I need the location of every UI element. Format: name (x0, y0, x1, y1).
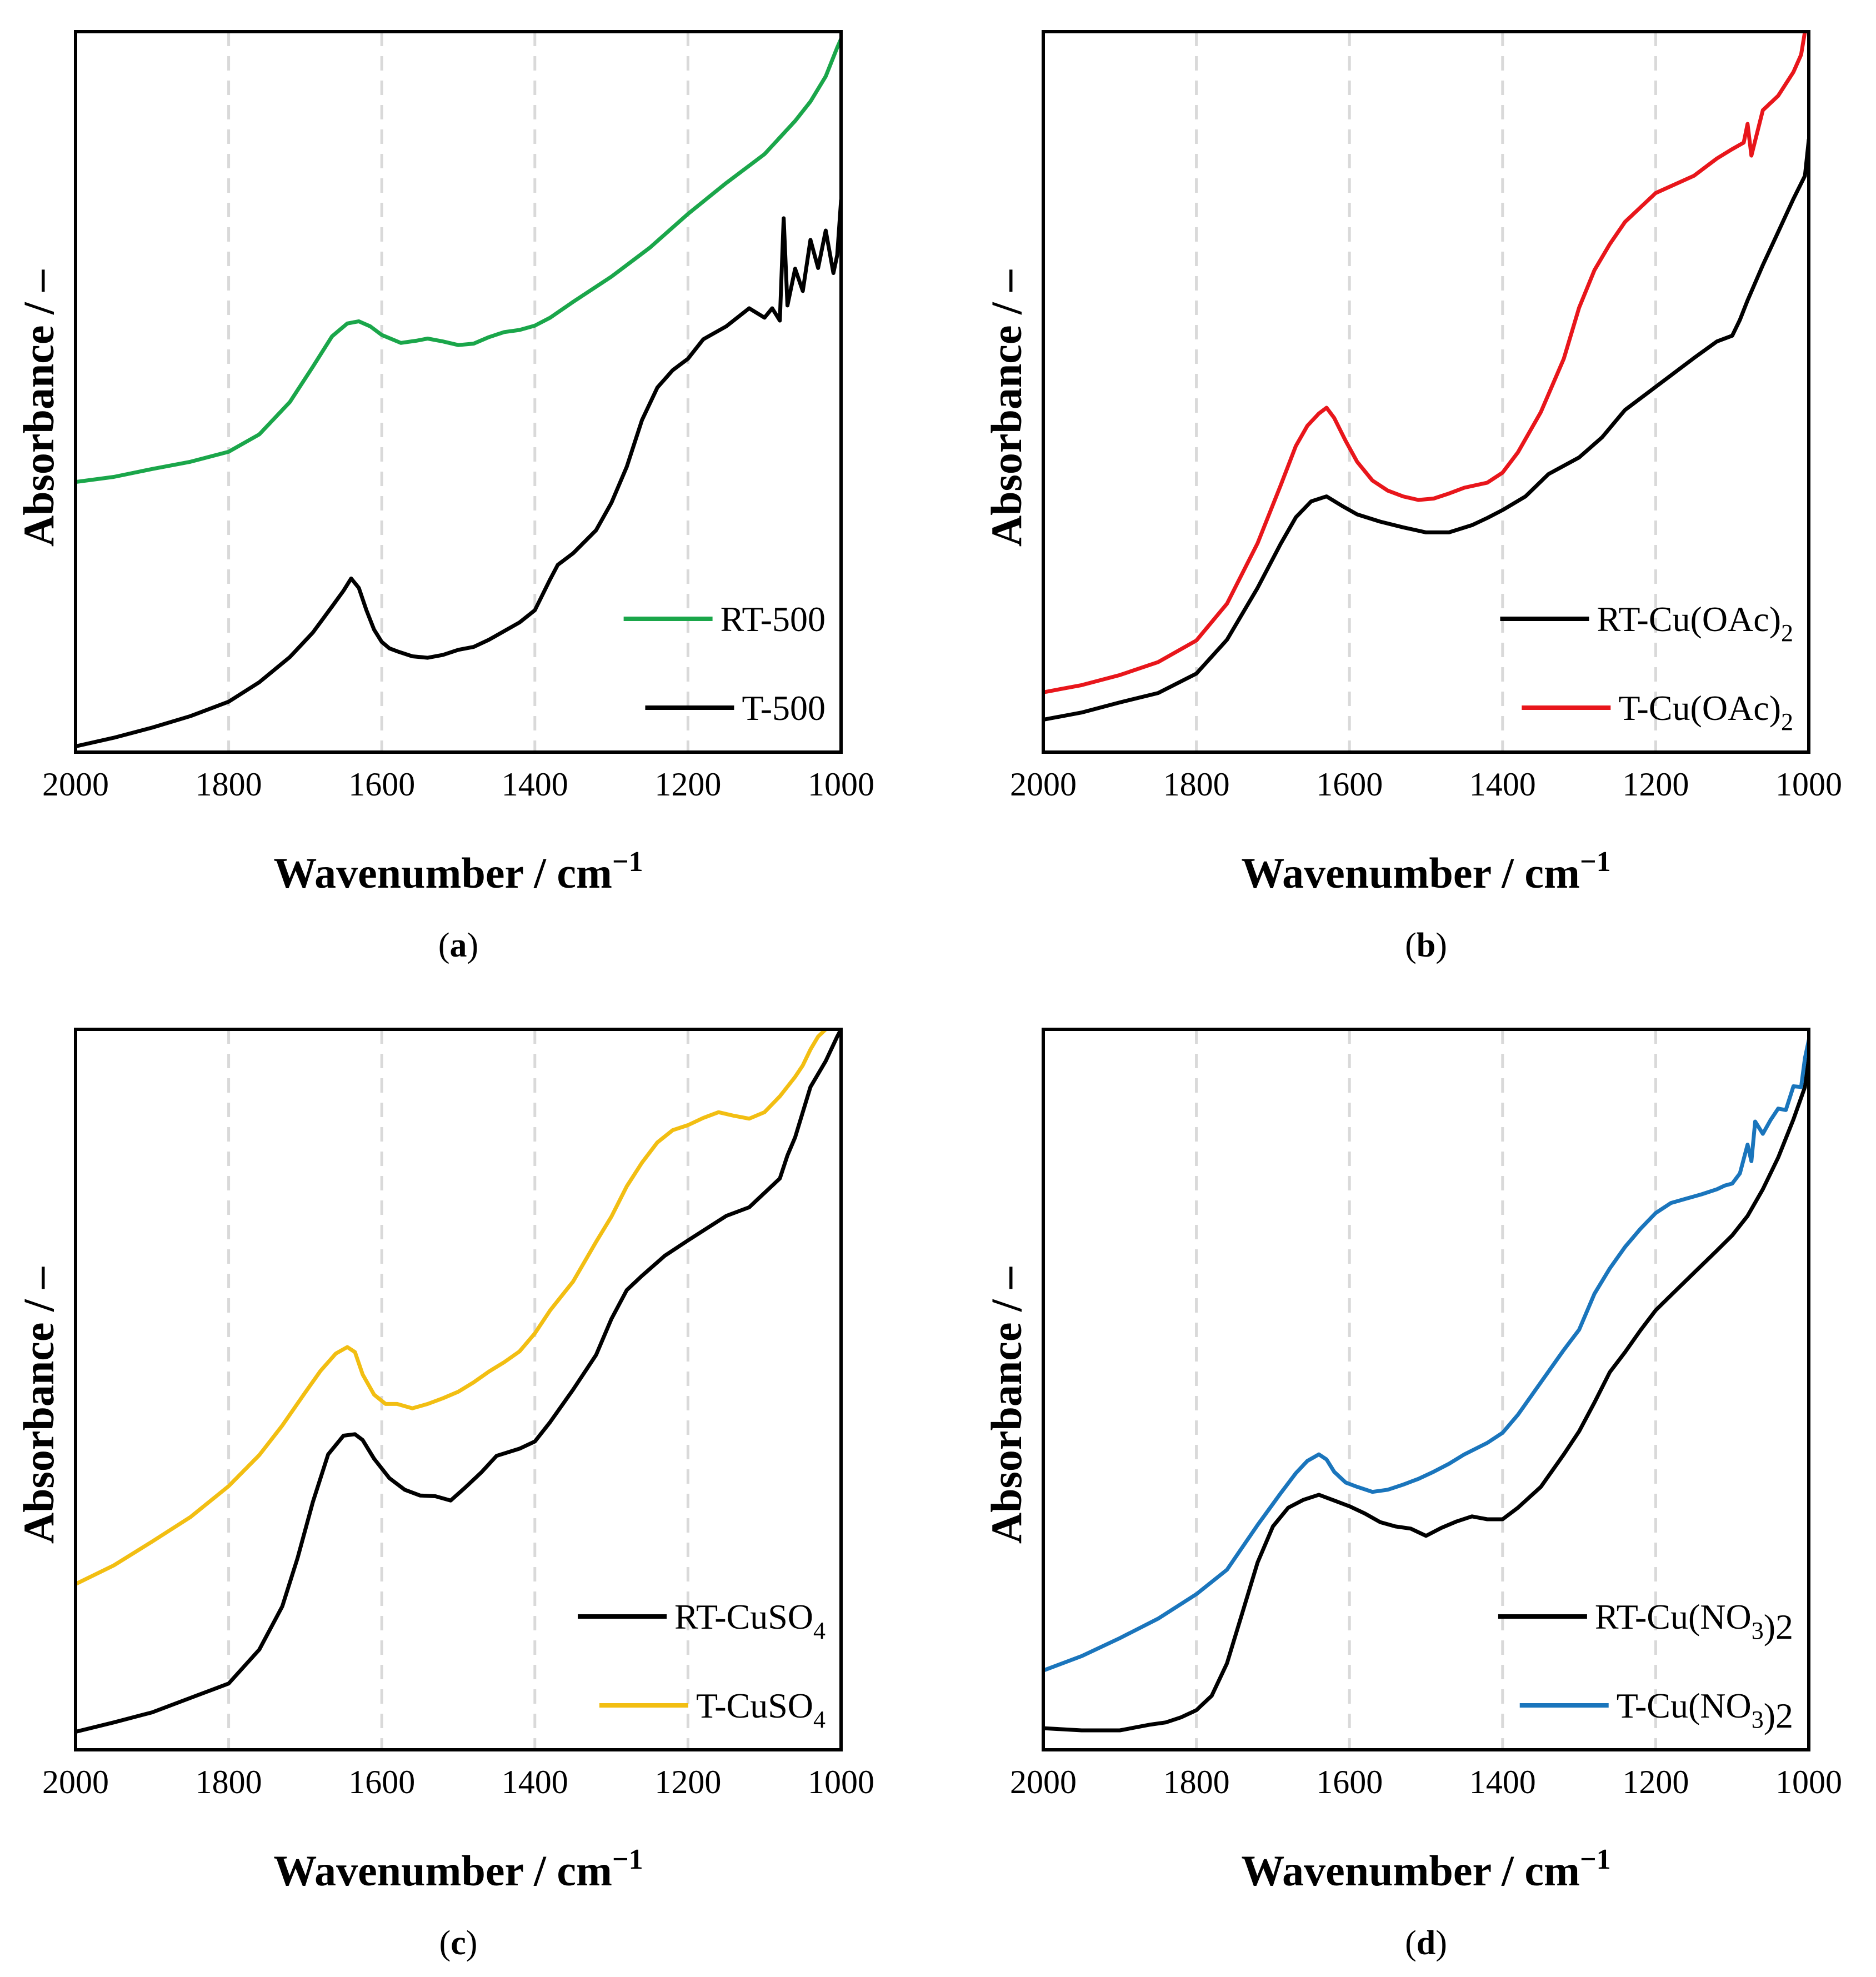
x-axis-title: Wavenumber / cm−1 (1241, 846, 1610, 897)
y-axis-title: Absorbance / – (982, 1267, 1030, 1544)
plot-frame (1042, 1028, 1810, 1751)
x-axis-title: Wavenumber / cm−1 (273, 846, 643, 897)
legend: RT-500 T-500 (623, 599, 826, 728)
x-tick-label: 1200 (1622, 766, 1689, 803)
y-axis-title: Absorbance / – (14, 269, 63, 547)
x-tick-label: 1000 (808, 766, 874, 803)
plot-frame (74, 30, 843, 754)
y-axis-title: Absorbance / – (14, 1267, 63, 1544)
x-tick-label: 1800 (196, 1764, 262, 1800)
x-tick-label: 2000 (1010, 1764, 1077, 1800)
legend-label: T-Cu(OAc)2 (1618, 688, 1793, 735)
x-tick-label: 1800 (1163, 766, 1230, 803)
y-axis-title: Absorbance / – (982, 269, 1030, 547)
legend-label: T-500 (742, 688, 826, 728)
panel-b: Absorbance / – Wavenumber / cm−1 (b) 200… (982, 30, 1842, 964)
legend-label: RT-Cu(OAc)2 (1597, 599, 1793, 647)
panel-label: (a) (438, 927, 478, 964)
x-tick-label: 1400 (502, 1764, 568, 1800)
x-tick-label: 1400 (1469, 766, 1536, 803)
panel-a: Absorbance / – Wavenumber / cm−1 (a) 200… (14, 30, 874, 964)
panel-label: (d) (1405, 1924, 1447, 1962)
x-tick-label: 2000 (1010, 766, 1077, 803)
series-line-rt-cu-no3-2 (1043, 1056, 1809, 1733)
x-tick-label: 1800 (1163, 1764, 1230, 1800)
legend-label: T-Cu(NO3)2 (1617, 1686, 1793, 1735)
series-line-t-cu-no3-2 (1043, 1038, 1809, 1673)
series-line-rt-cuso4 (76, 1029, 841, 1734)
x-axis-title: Wavenumber / cm−1 (273, 1844, 643, 1895)
panel-c: Absorbance / – Wavenumber / cm−1 (c) 200… (14, 1028, 874, 1962)
panel-label: (b) (1405, 927, 1447, 964)
x-tick-label: 1600 (1316, 766, 1383, 803)
x-axis-title: Wavenumber / cm−1 (1241, 1844, 1610, 1895)
x-tick-label: 2000 (42, 766, 109, 803)
series-line-rt-500 (76, 37, 841, 484)
x-tick-label: 1200 (1622, 1764, 1689, 1800)
x-tick-label: 1200 (654, 1764, 721, 1800)
legend-label: RT-CuSO4 (674, 1597, 826, 1644)
legend: RT-CuSO4 T-CuSO4 (578, 1597, 826, 1733)
legend: RT-Cu(OAc)2 T-Cu(OAc)2 (1500, 599, 1793, 735)
x-tick-label: 1000 (1775, 1764, 1842, 1800)
series-line-t-cu-oac-2 (1043, 32, 1807, 694)
x-tick-label: 1600 (1316, 1764, 1383, 1800)
plot-frame (74, 1028, 843, 1751)
x-tick-label: 1600 (348, 1764, 415, 1800)
panel-d: Absorbance / – Wavenumber / cm−1 (d) 200… (982, 1028, 1842, 1962)
x-tick-label: 1800 (196, 766, 262, 803)
x-tick-label: 1000 (808, 1764, 874, 1800)
x-tick-label: 2000 (42, 1764, 109, 1800)
series-line-rt-cu-oac-2 (1043, 138, 1809, 722)
x-tick-label: 1400 (502, 766, 568, 803)
x-tick-label: 1200 (654, 766, 721, 803)
x-tick-label: 1000 (1775, 766, 1842, 803)
panel-label: (c) (439, 1924, 478, 1962)
series-line-t-500 (76, 198, 841, 749)
legend-label: T-CuSO4 (696, 1686, 826, 1733)
legend-label: RT-Cu(NO3)2 (1595, 1597, 1793, 1646)
series-line-t-cuso4 (76, 1029, 829, 1586)
x-tick-label: 1400 (1469, 1764, 1536, 1800)
plot-frame (1042, 30, 1810, 754)
legend: RT-Cu(NO3)2 T-Cu(NO3)2 (1498, 1597, 1793, 1735)
legend-label: RT-500 (721, 599, 826, 639)
x-tick-label: 1600 (348, 766, 415, 803)
